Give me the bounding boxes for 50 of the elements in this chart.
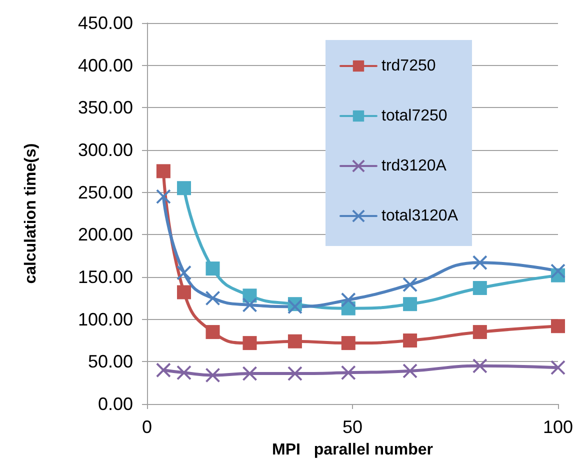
point [176,365,192,380]
y-tick-label: 350.00 [78,98,133,118]
point [242,336,257,350]
y-axis-title: calculation time(s) [22,143,40,284]
point [340,292,356,308]
y-tick-label: 450.00 [78,13,133,33]
point [176,181,191,196]
point [341,336,356,350]
point [340,365,356,380]
point [242,297,258,312]
point [156,362,171,378]
point [403,334,418,348]
point [156,164,170,178]
y-tick-label: 100.00 [78,309,133,330]
legend-label: total3120A [381,208,458,224]
y-tick-label: 200.00 [78,224,133,245]
point [287,299,302,314]
point [176,265,192,280]
point [242,366,258,382]
x-tick-label: 0 [142,417,152,437]
point [156,189,171,204]
point [205,368,220,383]
point [402,277,418,292]
point [206,325,220,340]
point [472,358,488,374]
point [176,285,191,300]
point [551,319,565,334]
legend-label: trd7250 [381,58,436,74]
point [472,255,488,270]
y-tick-label: 0.00 [98,394,133,414]
point [403,297,418,312]
y-tick-label: 50.00 [88,352,133,372]
y-tick-label: 400.00 [78,55,133,76]
legend-label: total7250 [381,108,448,124]
point [205,290,220,306]
y-tick-label: 300.00 [78,140,133,160]
point [550,360,566,376]
legend-label: trd3120A [381,158,447,174]
y-tick-label: 250.00 [78,182,133,202]
x-axis-title: MPI parallel number [272,442,433,458]
point [550,264,566,279]
point [472,281,487,296]
point [206,262,220,276]
point [287,366,302,382]
point [402,363,418,378]
point [288,334,302,348]
y-tick-label: 150.00 [78,267,133,287]
x-tick-label: 50 [342,417,363,437]
x-tick-label: 100 [542,417,574,437]
point [472,325,487,340]
